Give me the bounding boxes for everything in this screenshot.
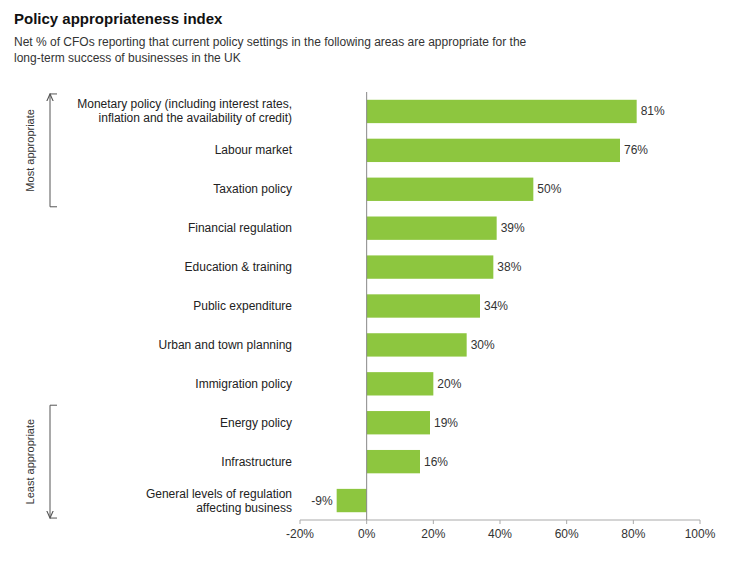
chart: Policy appropriateness index Net % of CFO… bbox=[0, 0, 736, 568]
data-label: -9% bbox=[311, 494, 333, 508]
bar bbox=[367, 255, 494, 278]
annotation: Least appropriate bbox=[24, 419, 36, 505]
y-tick-label: Energy policy bbox=[220, 416, 292, 430]
y-tick-label: Immigration policy bbox=[195, 377, 292, 391]
bar bbox=[367, 217, 497, 240]
y-tick-label: Taxation policy bbox=[213, 182, 292, 196]
x-tick bbox=[366, 520, 367, 524]
data-label: 30% bbox=[471, 338, 495, 352]
text-line: Urban and town planning bbox=[159, 338, 292, 352]
bar bbox=[367, 139, 620, 162]
text-line: Public expenditure bbox=[193, 299, 292, 313]
text-line: Net % of CFOs reporting that current pol… bbox=[14, 35, 527, 49]
data-label: 50% bbox=[537, 182, 561, 196]
text-line: long-term success of businesses in the U… bbox=[14, 51, 241, 65]
bar bbox=[367, 333, 467, 356]
y-tick-label: Monetary policy (including interest rate… bbox=[77, 97, 292, 125]
data-label: 38% bbox=[497, 260, 521, 274]
x-tick-label: 0% bbox=[358, 527, 376, 541]
bracket-line bbox=[50, 405, 51, 518]
y-tick-label: Public expenditure bbox=[193, 299, 292, 313]
bar bbox=[367, 450, 420, 473]
data-label: 76% bbox=[624, 143, 648, 157]
x-tick bbox=[300, 520, 301, 524]
background bbox=[0, 0, 736, 568]
y-tick-label: Financial regulation bbox=[188, 221, 292, 235]
bracket-cap bbox=[50, 405, 57, 406]
x-tick-label: 40% bbox=[488, 527, 512, 541]
bar bbox=[367, 372, 434, 395]
bracket-line bbox=[50, 94, 51, 207]
text-line: Labour market bbox=[215, 143, 293, 157]
bar bbox=[367, 100, 637, 123]
x-tick-label: -20% bbox=[286, 527, 314, 541]
bracket-cap bbox=[50, 93, 57, 94]
x-tick-label: 20% bbox=[421, 527, 445, 541]
bar bbox=[337, 489, 367, 512]
bars bbox=[337, 100, 637, 512]
y-tick-label: Education & training bbox=[185, 260, 292, 274]
bar bbox=[367, 411, 430, 434]
text-line: affecting business bbox=[196, 501, 292, 515]
bar bbox=[367, 294, 480, 317]
zero-line bbox=[366, 92, 367, 520]
text-line: Energy policy bbox=[220, 416, 292, 430]
text-line: Monetary policy (including interest rate… bbox=[77, 97, 292, 111]
x-tick bbox=[500, 520, 501, 524]
x-tick bbox=[433, 520, 434, 524]
x-tick bbox=[633, 520, 634, 524]
x-tick-label: 100% bbox=[685, 527, 716, 541]
data-label: 20% bbox=[437, 377, 461, 391]
y-tick-label: Infrastructure bbox=[221, 455, 292, 469]
text-line: Taxation policy bbox=[213, 182, 292, 196]
x-tick-label: 60% bbox=[555, 527, 579, 541]
text-line: inflation and the availability of credit… bbox=[99, 111, 292, 125]
text-line: Immigration policy bbox=[195, 377, 292, 391]
title: Policy appropriateness index bbox=[14, 10, 223, 27]
data-label: 19% bbox=[434, 416, 458, 430]
y-tick-label: Labour market bbox=[215, 143, 293, 157]
y-tick-label: General levels of regulationaffecting bu… bbox=[146, 487, 292, 515]
text-line: Infrastructure bbox=[221, 455, 292, 469]
text-line: Financial regulation bbox=[188, 221, 292, 235]
bracket-cap bbox=[50, 518, 57, 519]
data-label: 81% bbox=[641, 104, 665, 118]
text-line: Education & training bbox=[185, 260, 292, 274]
text-line: General levels of regulation bbox=[146, 487, 292, 501]
x-tick-label: 80% bbox=[621, 527, 645, 541]
x-tick bbox=[566, 520, 567, 524]
data-label: 39% bbox=[501, 221, 525, 235]
data-label: 16% bbox=[424, 455, 448, 469]
x-tick bbox=[700, 520, 701, 524]
subtitle: Net % of CFOs reporting that current pol… bbox=[14, 35, 527, 65]
annotation: Most appropriate bbox=[24, 109, 36, 192]
bracket-cap bbox=[50, 206, 57, 207]
y-tick-label: Urban and town planning bbox=[159, 338, 292, 352]
bar bbox=[367, 178, 534, 201]
data-label: 34% bbox=[484, 299, 508, 313]
